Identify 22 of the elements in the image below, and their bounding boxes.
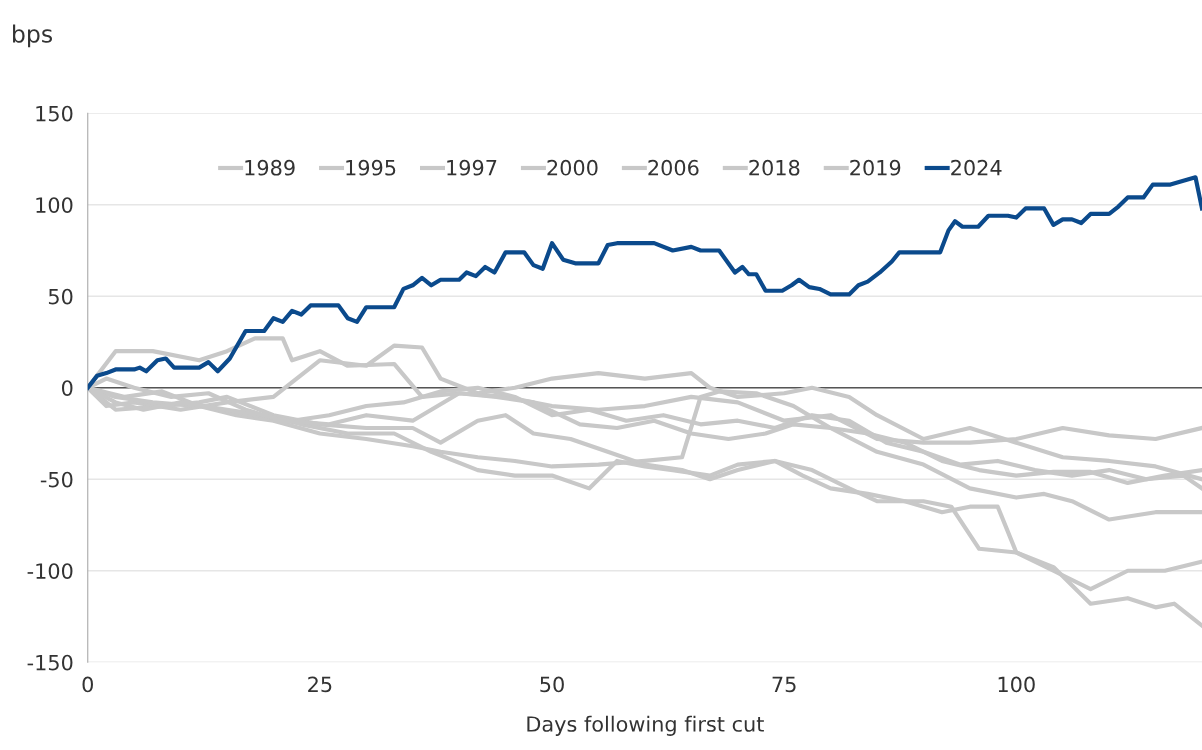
legend-label: 1995 (346, 159, 396, 176)
legend-label: 2018 (749, 159, 800, 176)
legend-label: 2000 (547, 159, 598, 176)
legend-label: 1997 (447, 159, 497, 176)
y-tick-label: 150 (36, 105, 73, 122)
x-axis-title: Days following first cut (527, 715, 764, 736)
legend-label: 2019 (850, 159, 901, 176)
y-tick-label: -50 (40, 471, 73, 488)
y-tick-label: 50 (48, 288, 73, 305)
y-tick-label: 100 (36, 197, 73, 213)
legend-label: 2006 (648, 159, 699, 176)
y-tick-label: 0 (61, 380, 73, 396)
x-tick-label: 50 (540, 676, 564, 693)
y-axis-title: bps (13, 24, 53, 48)
y-tick-label: -150 (27, 654, 73, 671)
x-tick-label: 100 (998, 676, 1035, 693)
x-tick-label: 0 (82, 676, 93, 693)
y-tick-label: -100 (27, 563, 73, 579)
x-tick-label: 75 (772, 676, 796, 693)
x-tick-label: 25 (308, 676, 332, 693)
legend-label: 1989 (245, 159, 295, 176)
legend-label: 2024 (951, 159, 1002, 176)
